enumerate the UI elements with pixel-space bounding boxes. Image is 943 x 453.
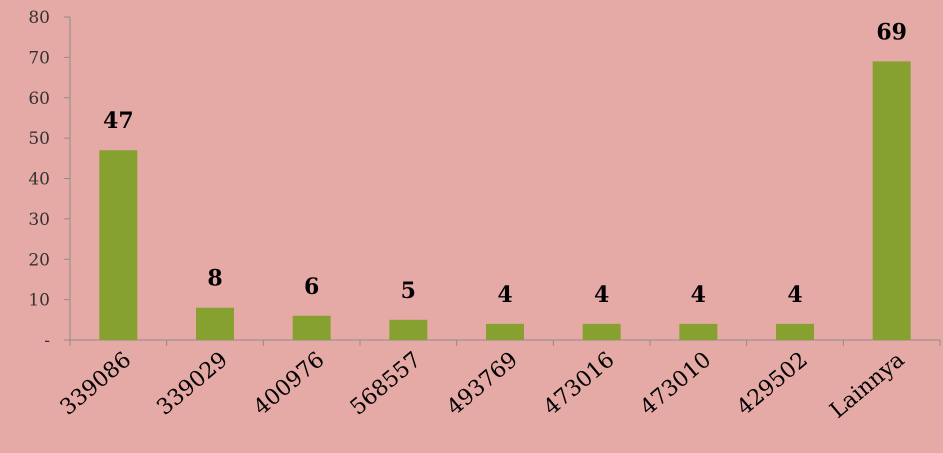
y-axis: - 10 20 30 40 50 60 70 80 [28, 8, 71, 351]
x-tick-label: 339029 [152, 347, 232, 420]
x-tick-label: Lainnya [826, 347, 910, 423]
data-label: 5 [401, 278, 416, 304]
data-labels: 47 8 6 5 4 4 4 4 69 [103, 19, 907, 307]
y-tick-label: 20 [28, 250, 50, 270]
data-label: 8 [207, 266, 222, 292]
bar [99, 150, 138, 340]
data-label: 4 [691, 282, 706, 308]
x-tick-label: 568557 [346, 347, 426, 420]
data-label: 4 [787, 282, 802, 308]
x-tick-label: 493769 [442, 347, 522, 420]
bars [99, 61, 911, 340]
bar [486, 323, 524, 340]
y-tick-label: 30 [28, 210, 50, 230]
x-tick-label: 429502 [732, 347, 812, 420]
x-tick-label: 473016 [539, 347, 619, 420]
bar [196, 307, 234, 340]
bar [679, 323, 718, 340]
data-label: 4 [497, 282, 512, 308]
bar [582, 323, 621, 340]
y-tick-label: - [44, 331, 50, 351]
y-tick-label: 50 [28, 129, 50, 149]
y-tick-label: 80 [28, 8, 50, 28]
data-label: 47 [103, 108, 134, 134]
y-tick-label: 40 [28, 170, 50, 190]
x-axis: 339086 339029 400976 568557 493769 473016 4730… [56, 339, 941, 424]
x-tick-label: 473010 [636, 347, 716, 420]
y-tick-label: 60 [28, 89, 50, 109]
y-tick-label: 10 [28, 291, 50, 311]
y-tick-label: 70 [28, 48, 50, 68]
x-tick-label: 339086 [56, 347, 136, 420]
bar [292, 315, 331, 340]
x-tick-label: 400976 [249, 347, 329, 420]
bar [776, 323, 814, 340]
data-label: 69 [876, 19, 907, 45]
data-label: 4 [594, 282, 609, 308]
bar [389, 319, 428, 340]
data-label: 6 [304, 274, 319, 300]
bar [872, 61, 911, 340]
